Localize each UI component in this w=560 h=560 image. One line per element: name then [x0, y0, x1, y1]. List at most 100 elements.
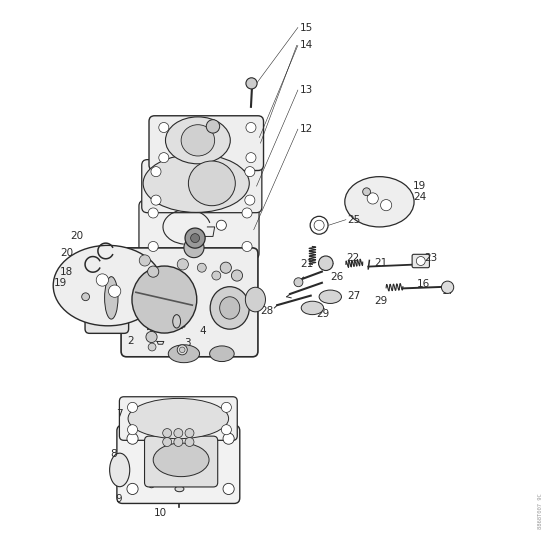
- Ellipse shape: [246, 153, 256, 163]
- Ellipse shape: [246, 123, 256, 133]
- Text: 29: 29: [374, 296, 387, 306]
- Ellipse shape: [221, 402, 231, 412]
- Ellipse shape: [231, 270, 242, 281]
- Ellipse shape: [319, 256, 333, 270]
- Ellipse shape: [209, 346, 234, 362]
- Text: 9: 9: [116, 494, 123, 504]
- Text: 16: 16: [417, 279, 430, 290]
- Ellipse shape: [188, 161, 235, 206]
- Text: 25: 25: [347, 214, 360, 225]
- Text: 29: 29: [316, 309, 329, 319]
- Ellipse shape: [172, 315, 180, 328]
- Text: 22: 22: [346, 253, 359, 263]
- Ellipse shape: [166, 117, 230, 164]
- Ellipse shape: [185, 228, 205, 248]
- Ellipse shape: [416, 256, 425, 265]
- Ellipse shape: [301, 301, 324, 315]
- Text: 20: 20: [60, 248, 73, 258]
- Ellipse shape: [220, 297, 240, 319]
- Text: 24: 24: [413, 192, 426, 202]
- Text: 17: 17: [442, 286, 455, 296]
- Ellipse shape: [127, 483, 138, 494]
- Text: 3: 3: [184, 338, 190, 348]
- Ellipse shape: [245, 167, 255, 176]
- Text: 18: 18: [60, 267, 73, 277]
- Ellipse shape: [159, 123, 169, 133]
- Text: 8868T007 9C: 8868T007 9C: [538, 493, 543, 529]
- Ellipse shape: [139, 255, 151, 266]
- Text: 14: 14: [300, 40, 313, 50]
- Ellipse shape: [151, 195, 161, 205]
- FancyBboxPatch shape: [412, 254, 430, 268]
- Ellipse shape: [177, 345, 187, 355]
- Text: 21: 21: [300, 259, 314, 269]
- Ellipse shape: [177, 259, 188, 270]
- Ellipse shape: [245, 287, 265, 312]
- Ellipse shape: [151, 167, 161, 176]
- Ellipse shape: [82, 293, 90, 301]
- Ellipse shape: [53, 245, 163, 326]
- Ellipse shape: [128, 424, 138, 435]
- Text: 27: 27: [347, 291, 360, 301]
- Ellipse shape: [223, 483, 234, 494]
- Ellipse shape: [179, 347, 185, 353]
- Ellipse shape: [96, 274, 109, 286]
- Ellipse shape: [192, 236, 200, 244]
- Ellipse shape: [128, 398, 228, 438]
- Text: 21: 21: [374, 258, 387, 268]
- Ellipse shape: [132, 266, 197, 333]
- Ellipse shape: [153, 443, 209, 477]
- FancyBboxPatch shape: [142, 160, 262, 213]
- Text: 23: 23: [424, 253, 437, 263]
- Ellipse shape: [181, 125, 214, 156]
- Text: 7: 7: [116, 409, 123, 419]
- Text: 11: 11: [155, 197, 168, 207]
- Ellipse shape: [363, 188, 371, 195]
- FancyBboxPatch shape: [121, 248, 258, 357]
- Ellipse shape: [105, 277, 118, 319]
- Ellipse shape: [127, 433, 138, 444]
- Ellipse shape: [221, 424, 231, 435]
- Ellipse shape: [242, 208, 252, 218]
- Text: 13: 13: [300, 85, 313, 95]
- Text: 6: 6: [161, 313, 167, 323]
- Ellipse shape: [242, 241, 252, 251]
- Ellipse shape: [210, 287, 249, 329]
- Ellipse shape: [367, 193, 379, 204]
- Text: 19: 19: [413, 181, 426, 191]
- Ellipse shape: [197, 263, 206, 272]
- Text: 2: 2: [127, 337, 134, 347]
- Text: 5: 5: [145, 326, 152, 337]
- Ellipse shape: [148, 266, 159, 277]
- Text: 1: 1: [179, 302, 186, 312]
- Ellipse shape: [319, 290, 342, 304]
- Ellipse shape: [146, 332, 157, 343]
- Text: 12: 12: [300, 124, 313, 134]
- Ellipse shape: [149, 482, 155, 488]
- FancyBboxPatch shape: [117, 425, 240, 503]
- Ellipse shape: [345, 176, 414, 227]
- Ellipse shape: [212, 271, 221, 280]
- Ellipse shape: [163, 428, 171, 437]
- Ellipse shape: [294, 278, 303, 287]
- Ellipse shape: [223, 433, 234, 444]
- Ellipse shape: [184, 237, 204, 258]
- Ellipse shape: [148, 208, 158, 218]
- Text: 26: 26: [330, 272, 343, 282]
- Ellipse shape: [220, 262, 231, 273]
- Text: 28: 28: [260, 306, 273, 316]
- Ellipse shape: [206, 120, 220, 133]
- Ellipse shape: [143, 155, 249, 212]
- FancyBboxPatch shape: [85, 266, 129, 333]
- Ellipse shape: [216, 220, 226, 230]
- Ellipse shape: [168, 345, 199, 363]
- Ellipse shape: [128, 402, 138, 412]
- FancyBboxPatch shape: [149, 116, 264, 170]
- Ellipse shape: [185, 437, 194, 446]
- Ellipse shape: [174, 428, 183, 437]
- Ellipse shape: [148, 241, 158, 251]
- Ellipse shape: [245, 195, 255, 205]
- Text: 4: 4: [199, 326, 206, 337]
- FancyBboxPatch shape: [119, 396, 237, 440]
- Text: 10: 10: [154, 508, 167, 519]
